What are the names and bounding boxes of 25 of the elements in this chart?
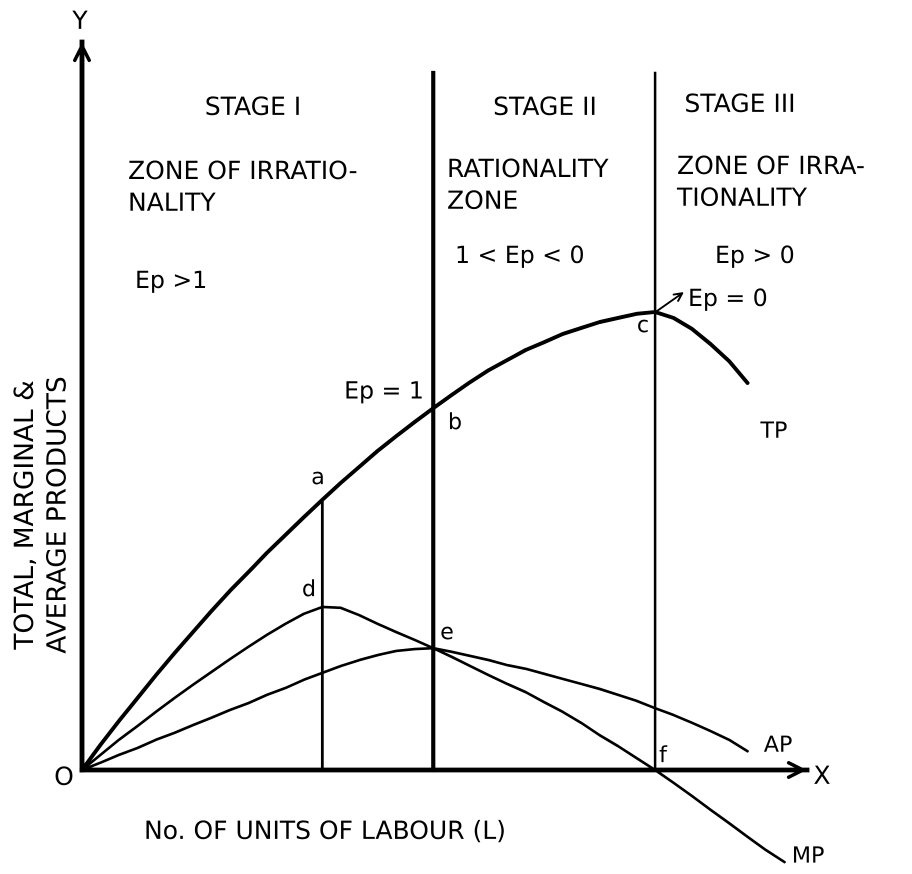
text: Ep >1 [137, 270, 206, 293]
annotation: d [303, 579, 314, 596]
annotation: c [638, 320, 648, 332]
text: RATIONALITY ZONE [448, 158, 609, 210]
annotation: a [312, 472, 323, 484]
x-axis-title: No. OF UNITS OF LABOUR (L) [146, 820, 504, 842]
text: X [814, 766, 830, 784]
annotation: f [660, 745, 668, 762]
text: STAGE II [494, 96, 594, 116]
series-label: TP [760, 422, 787, 438]
series-label: AP [764, 736, 792, 752]
text: O [56, 766, 72, 786]
text: STAGE III [686, 93, 794, 112]
text: ZONE OF IRRA- TIONALITY [676, 155, 864, 206]
text: ZONE OF IRRATIO- NALITY [129, 160, 356, 211]
text: STAGE I [206, 96, 299, 116]
annotation: Ep = 1 [346, 381, 422, 404]
y-axis-title: TOTAL, MARGINAL & AVERAGE PRODUCTS [13, 378, 66, 654]
text: Ep = 0 [690, 288, 766, 311]
text: 1 < Ep < 0 [458, 245, 583, 268]
annotation: e [441, 626, 453, 640]
series-label: MP [794, 846, 824, 863]
text: Ep > 0 [717, 245, 794, 268]
text: Y [72, 10, 88, 29]
annotation: b [450, 412, 461, 430]
